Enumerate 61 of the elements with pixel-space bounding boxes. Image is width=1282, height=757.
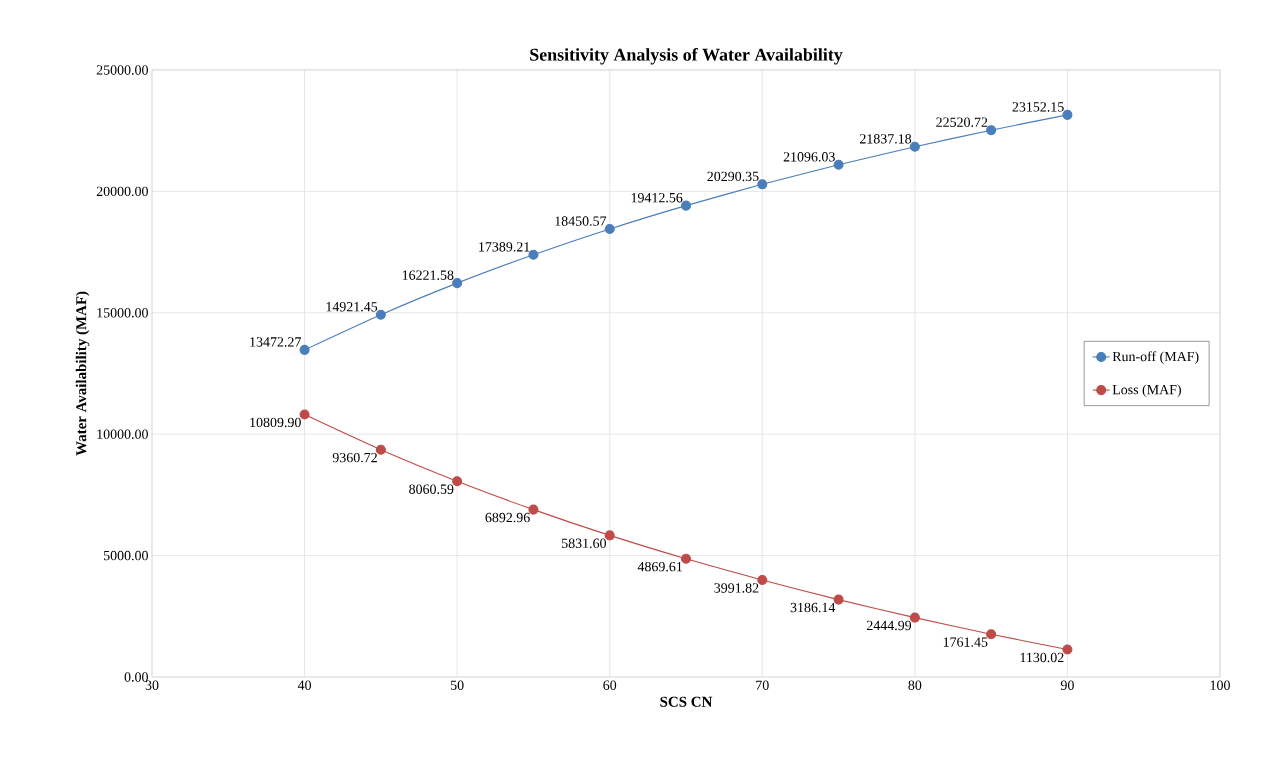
data-label: 21837.18 (859, 134, 912, 144)
point (528, 504, 539, 515)
x-tick-label: 90 (1060, 680, 1074, 690)
point (528, 249, 539, 260)
x-tick-label: 50 (450, 680, 464, 690)
point (375, 444, 386, 455)
data-label: 21096.03 (783, 152, 835, 162)
y-tick-label: 20000.00 (96, 186, 148, 197)
y-tick-label: 5000.00 (103, 550, 148, 561)
y-tick-label: 10000.00 (97, 429, 148, 439)
x-axis-title: SCS CN (660, 696, 713, 707)
x-tick-label: 80 (908, 680, 922, 690)
point (986, 629, 997, 640)
chart-title: Sensitivity Analysis of Water Availability (530, 47, 843, 65)
y-axis-title: Water Availability (MAF) (75, 291, 90, 456)
data-label: 23152.15 (1012, 102, 1064, 112)
data-label: 18450.57 (555, 216, 607, 226)
x-tick-label: 100 (1210, 680, 1230, 690)
point (1062, 109, 1073, 120)
data-label: 5831.60 (562, 538, 606, 549)
data-label: 2444.99 (866, 620, 912, 631)
legend-label: Run-off (MAF) (1112, 351, 1199, 365)
data-label: 6892.96 (485, 512, 530, 523)
data-label: 22520.72 (936, 117, 988, 127)
point (909, 612, 920, 623)
point (986, 125, 997, 136)
data-label: 13472.27 (250, 337, 301, 347)
point (680, 553, 692, 564)
x-tick-label: 60 (603, 680, 617, 690)
point (604, 530, 615, 541)
point (604, 223, 615, 235)
data-label: 1130.02 (1020, 652, 1064, 663)
data-label: 20290.35 (707, 171, 759, 182)
data-label: 10809.90 (250, 417, 301, 428)
point (757, 179, 768, 190)
data-label: 4869.61 (637, 561, 682, 572)
point (299, 344, 310, 355)
y-tick-label: 0.00 (124, 672, 148, 682)
data-label: 16221.58 (402, 270, 454, 280)
data-label: 17389.21 (479, 242, 530, 252)
point (299, 409, 310, 420)
x-tick-label: 40 (297, 680, 312, 690)
point (452, 278, 463, 289)
data-label: 3991.82 (714, 583, 759, 593)
legend-label: Loss (MAF) (1112, 384, 1181, 398)
point (833, 159, 844, 170)
point (452, 476, 463, 487)
point (1062, 644, 1073, 655)
data-label: 3186.14 (790, 602, 836, 613)
data-label: 9360.72 (332, 452, 377, 463)
x-tick-label: 30 (145, 680, 159, 690)
data-label: 19412.56 (631, 193, 683, 203)
point (375, 309, 386, 320)
data-label: 1761.45 (943, 637, 988, 647)
point (757, 575, 768, 586)
point (909, 141, 920, 152)
y-tick-label: 25000.00 (96, 65, 148, 75)
x-tick-label: 70 (756, 680, 769, 690)
data-label: 8060.59 (409, 484, 454, 494)
data-label: 14921.45 (326, 302, 378, 312)
y-tick-label: 15000.00 (97, 308, 148, 318)
